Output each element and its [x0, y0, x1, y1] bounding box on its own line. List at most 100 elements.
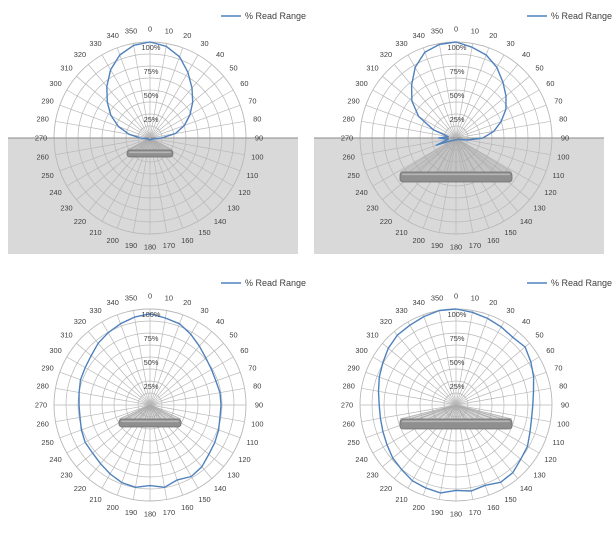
svg-text:290: 290 — [347, 96, 359, 105]
svg-text:160: 160 — [181, 236, 193, 245]
svg-text:40: 40 — [216, 317, 224, 326]
svg-text:100: 100 — [251, 153, 263, 162]
svg-text:320: 320 — [74, 50, 86, 59]
read-range-series-line — [377, 308, 535, 494]
svg-text:120: 120 — [544, 188, 556, 197]
svg-text:50%: 50% — [144, 91, 159, 100]
svg-text:110: 110 — [553, 171, 565, 180]
svg-text:300: 300 — [49, 346, 61, 355]
svg-text:60: 60 — [240, 346, 248, 355]
svg-text:75%: 75% — [450, 67, 465, 76]
svg-text:50: 50 — [229, 64, 237, 73]
radial-tick-labels: 25% 50% 75% 100% — [142, 310, 161, 391]
svg-text:120: 120 — [238, 188, 250, 197]
svg-text:110: 110 — [553, 438, 565, 447]
svg-text:330: 330 — [395, 306, 407, 315]
svg-text:0: 0 — [454, 292, 458, 301]
svg-text:350: 350 — [125, 26, 137, 35]
svg-text:250: 250 — [41, 171, 53, 180]
svg-text:70: 70 — [248, 96, 256, 105]
svg-text:30: 30 — [506, 39, 514, 48]
svg-text:0: 0 — [148, 292, 152, 301]
svg-text:150: 150 — [504, 495, 516, 504]
svg-text:190: 190 — [125, 241, 137, 250]
svg-text:100%: 100% — [142, 310, 161, 319]
svg-text:100: 100 — [557, 420, 569, 429]
svg-text:300: 300 — [49, 79, 61, 88]
svg-text:100%: 100% — [142, 43, 161, 52]
polar-chart-top-left: 0 10 20 30 40 50 60 70 80 90 100 110 120 130 140 150 160… — [0, 0, 306, 267]
svg-text:50: 50 — [535, 64, 543, 73]
svg-text:230: 230 — [366, 204, 378, 213]
svg-text:50: 50 — [229, 331, 237, 340]
svg-text:300: 300 — [355, 79, 367, 88]
svg-text:190: 190 — [431, 241, 443, 250]
svg-text:290: 290 — [41, 363, 53, 372]
svg-text:150: 150 — [198, 228, 210, 237]
svg-text:180: 180 — [450, 243, 462, 252]
svg-text:260: 260 — [343, 420, 355, 429]
svg-text:350: 350 — [431, 26, 443, 35]
svg-text:270: 270 — [341, 134, 353, 143]
svg-text:25%: 25% — [144, 115, 159, 124]
svg-text:10: 10 — [165, 26, 173, 35]
tag-graphic — [399, 137, 513, 183]
radial-tick-labels: 25% 50% 75% 100% — [142, 43, 161, 124]
svg-text:240: 240 — [355, 188, 367, 197]
svg-text:10: 10 — [471, 26, 479, 35]
svg-text:70: 70 — [248, 363, 256, 372]
svg-text:30: 30 — [506, 306, 514, 315]
svg-text:220: 220 — [74, 484, 86, 493]
svg-text:130: 130 — [227, 471, 239, 480]
svg-text:90: 90 — [255, 401, 263, 410]
svg-text:240: 240 — [49, 455, 61, 464]
svg-text:260: 260 — [37, 420, 49, 429]
svg-text:340: 340 — [107, 298, 119, 307]
svg-text:0: 0 — [454, 25, 458, 34]
svg-text:160: 160 — [487, 503, 499, 512]
svg-text:50: 50 — [535, 331, 543, 340]
svg-text:100: 100 — [557, 153, 569, 162]
svg-text:190: 190 — [125, 508, 137, 517]
svg-text:250: 250 — [347, 438, 359, 447]
svg-text:80: 80 — [253, 382, 261, 391]
polar-chart-bottom-right: 0 10 20 30 40 50 60 70 80 90 100 110 120 130 140 150 160… — [306, 267, 612, 534]
svg-text:190: 190 — [431, 508, 443, 517]
svg-text:150: 150 — [504, 228, 516, 237]
svg-text:270: 270 — [35, 401, 47, 410]
svg-text:100%: 100% — [448, 43, 467, 52]
read-range-series-line — [106, 41, 194, 141]
radial-tick-labels: 25% 50% 75% 100% — [448, 310, 467, 391]
polar-grid — [359, 308, 553, 502]
radial-tick-labels: 25% 50% 75% 100% — [448, 43, 467, 124]
svg-text:110: 110 — [247, 438, 259, 447]
svg-text:330: 330 — [89, 306, 101, 315]
svg-text:180: 180 — [144, 510, 156, 519]
svg-text:230: 230 — [60, 471, 72, 480]
svg-text:280: 280 — [343, 382, 355, 391]
svg-text:210: 210 — [395, 495, 407, 504]
series-legend: % Read Range — [221, 11, 306, 21]
svg-text:10: 10 — [165, 293, 173, 302]
svg-text:150: 150 — [198, 495, 210, 504]
svg-text:170: 170 — [163, 508, 175, 517]
svg-text:25%: 25% — [450, 382, 465, 391]
svg-text:80: 80 — [253, 115, 261, 124]
svg-text:230: 230 — [60, 204, 72, 213]
svg-text:130: 130 — [533, 204, 545, 213]
svg-text:140: 140 — [520, 217, 532, 226]
svg-text:330: 330 — [89, 39, 101, 48]
svg-text:250: 250 — [347, 171, 359, 180]
svg-text:20: 20 — [183, 31, 191, 40]
svg-text:320: 320 — [74, 317, 86, 326]
svg-text:210: 210 — [89, 228, 101, 237]
tag-graphic — [399, 404, 513, 430]
svg-text:280: 280 — [37, 382, 49, 391]
svg-text:300: 300 — [355, 346, 367, 355]
